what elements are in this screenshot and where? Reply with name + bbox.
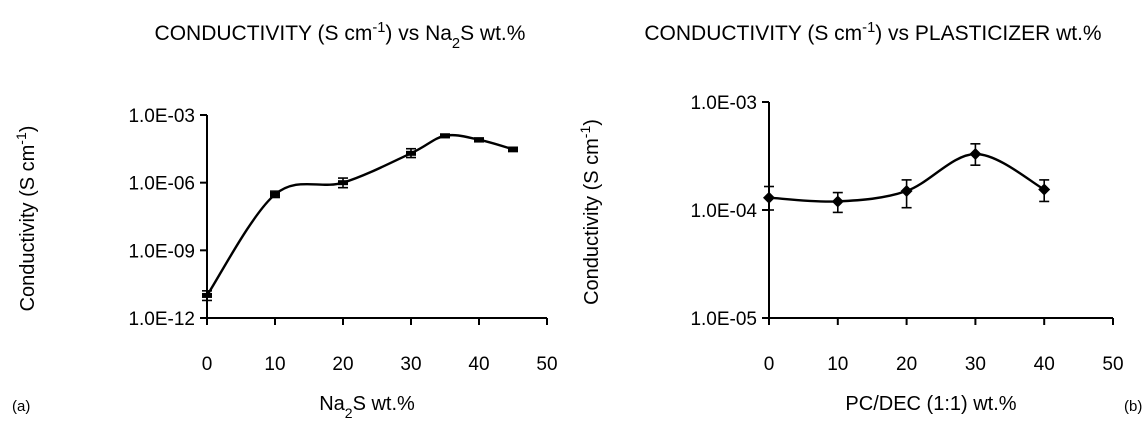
x-tick-label: 40 [468, 354, 489, 375]
chart-panel-b: CONDUCTIVITY (S cm-1) vs PLASTICIZER wt.… [577, 20, 1142, 415]
x-tick-label: 0 [764, 354, 775, 375]
data-point-dash [270, 191, 280, 197]
x-tick-label: 0 [202, 354, 213, 375]
x-tick-label: 30 [965, 354, 986, 375]
data-point-diamond [900, 184, 913, 197]
data-point-dash [508, 146, 518, 152]
y-tick-label: 1.0E-04 [690, 201, 757, 222]
y-tick-label: 1.0E-06 [128, 174, 195, 195]
y-tick-label: 1.0E-03 [128, 106, 195, 127]
x-tick-label: 50 [1102, 354, 1123, 375]
chart-title: CONDUCTIVITY (S cm-1) vs Na2S wt.% [155, 20, 526, 52]
series-line [206, 133, 514, 297]
x-tick-label: 30 [400, 354, 421, 375]
chart-panel-a: CONDUCTIVITY (S cm-1) vs Na2S wt.% 1.0E-1… [12, 20, 558, 421]
y-tick-label: 1.0E-12 [128, 309, 195, 330]
x-axis-title: Na2S wt.% [319, 393, 415, 421]
data-point-dash [338, 180, 348, 186]
x-tick-label: 20 [896, 354, 917, 375]
x-tick-label: 10 [827, 354, 848, 375]
x-tick-label: 40 [1034, 354, 1055, 375]
data-point-diamond [831, 195, 844, 208]
y-tick-label: 1.0E-09 [128, 241, 195, 262]
x-tick-label: 20 [332, 354, 353, 375]
x-tick-label: 50 [536, 354, 557, 375]
x-axis-title: PC/DEC (1:1) wt.% [845, 393, 1016, 415]
data-point-diamond [1038, 183, 1051, 196]
data-point-diamond [763, 191, 775, 204]
y-tick-label: 1.0E-05 [690, 309, 757, 330]
y-axis-title: Conductivity (S cm-1) [577, 119, 603, 305]
data-point-dash [406, 150, 416, 156]
y-tick-label: 1.0E-03 [690, 93, 757, 114]
panel-label: (b) [1124, 398, 1142, 415]
panel-label: (a) [12, 398, 30, 415]
data-point-dash [474, 137, 484, 143]
y-axis-title: Conductivity (S cm-1) [13, 126, 39, 312]
data-point-dash [202, 292, 212, 298]
data-point-dash [440, 133, 450, 139]
chart-title: CONDUCTIVITY (S cm-1) vs PLASTICIZER wt.… [644, 20, 1101, 45]
x-tick-label: 10 [264, 354, 285, 375]
data-point-diamond [969, 148, 982, 161]
